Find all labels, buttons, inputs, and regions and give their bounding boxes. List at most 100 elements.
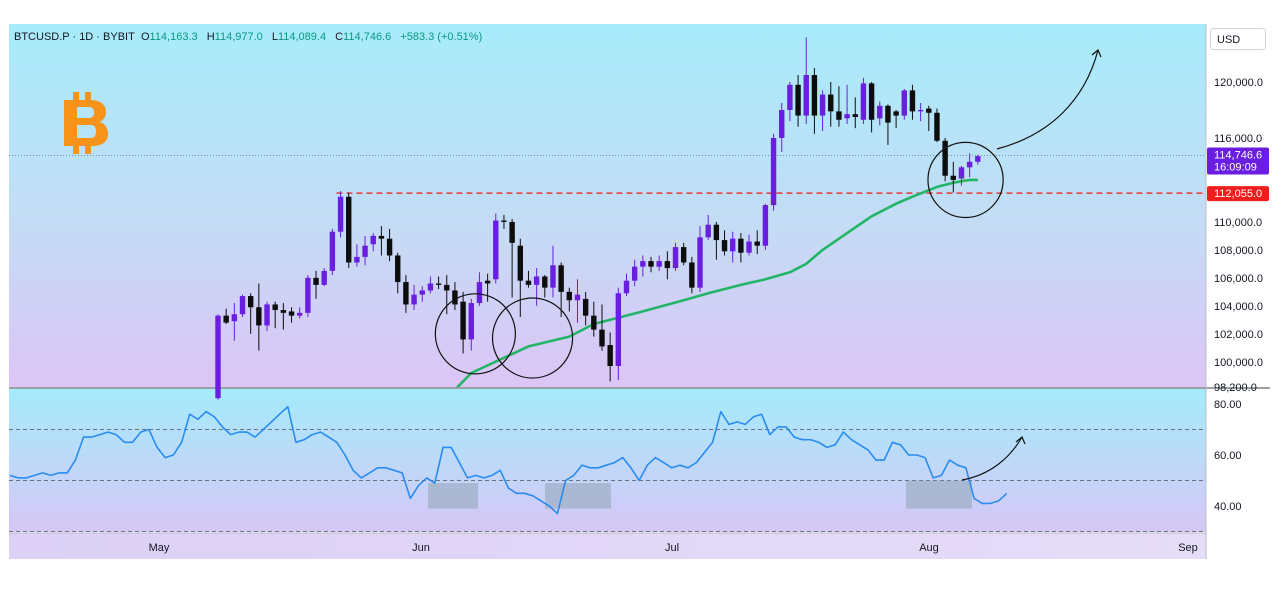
- price-axis[interactable]: 98,200.0 100,000.0 102,000.0 104,000.0 106,0…: [1214, 77, 1263, 394]
- candle-body: [917, 109, 924, 112]
- candle-body: [893, 111, 899, 116]
- candle-body: [533, 276, 540, 285]
- candle-body: [460, 301, 466, 340]
- candle-body: [550, 265, 556, 288]
- candle-body: [844, 114, 850, 119]
- candle: [738, 233, 744, 263]
- candle-body: [452, 290, 458, 305]
- candle: [419, 286, 425, 302]
- candle: [787, 82, 793, 122]
- candle-body: [754, 241, 760, 246]
- candle: [509, 219, 515, 298]
- moving-average: [455, 178, 978, 387]
- candle-body: [370, 235, 376, 245]
- candle: [313, 270, 319, 299]
- candle-body: [901, 90, 907, 116]
- candle-body: [877, 105, 883, 119]
- candle-body: [256, 307, 262, 326]
- candle: [697, 226, 703, 292]
- candle-body: [354, 256, 360, 263]
- candle: [395, 252, 401, 294]
- candle-body: [787, 84, 793, 110]
- candle: [591, 301, 597, 337]
- candle-body: [623, 280, 630, 294]
- candle: [468, 298, 474, 351]
- candle-body: [689, 262, 695, 288]
- candle-body: [607, 345, 613, 367]
- candle-body: [501, 220, 507, 222]
- candle-body: [885, 105, 891, 123]
- candle: [599, 304, 605, 351]
- candle-body: [231, 314, 238, 322]
- candle: [460, 291, 466, 354]
- candle-body: [395, 255, 401, 283]
- candle-body: [378, 235, 385, 239]
- price-badges: 114,746.616:09:09 112,055.0: [1207, 147, 1269, 202]
- time-axis[interactable]: May Jun Jul Aug Sep: [149, 542, 1198, 554]
- candle-body: [566, 291, 573, 301]
- price-tick-label: 106,000.0: [1214, 273, 1263, 285]
- candle-body: [811, 75, 818, 116]
- candle-body: [239, 296, 246, 315]
- candle: [493, 213, 499, 284]
- candle-body: [705, 224, 711, 238]
- candle-body: [648, 261, 654, 267]
- candle-body: [697, 237, 703, 288]
- candle: [484, 273, 491, 302]
- candle-body: [795, 84, 801, 116]
- candle: [631, 259, 638, 287]
- chart-legend[interactable]: BTCUSD.P · 1D · BYBIT O114,163.3 H114,97…: [14, 31, 482, 43]
- candle-body: [591, 315, 597, 330]
- time-tick-label: Sep: [1178, 542, 1198, 554]
- close-value: 114,746.6: [343, 31, 392, 43]
- candle-body: [411, 294, 417, 305]
- candle-body: [819, 94, 826, 116]
- rsi-axis[interactable]: 40.00 60.00 80.00: [1214, 399, 1242, 513]
- candle-body: [280, 310, 287, 313]
- candle: [713, 221, 720, 260]
- symbol-label[interactable]: BTCUSD.P · 1D · BYBIT: [14, 31, 135, 43]
- change-value: +583.3 (+0.51%): [400, 31, 483, 43]
- countdown-text: 16:09:09: [1214, 161, 1257, 173]
- candle-body: [640, 261, 646, 267]
- time-tick-label: Jul: [665, 542, 679, 554]
- candle: [533, 268, 540, 306]
- candle-body: [770, 137, 777, 206]
- candle-body: [966, 161, 973, 168]
- currency-button[interactable]: USD: [1210, 28, 1266, 50]
- candle-body: [730, 238, 736, 252]
- annotation-arrow: [961, 436, 1023, 481]
- candle-body: [468, 303, 474, 340]
- candle: [795, 75, 801, 127]
- candle: [664, 251, 671, 280]
- candle: [770, 133, 777, 211]
- candle: [623, 273, 630, 297]
- candle: [958, 165, 965, 186]
- candle: [917, 102, 924, 122]
- candle-body: [305, 277, 311, 313]
- close-key: C: [335, 31, 344, 43]
- price-pane-background: [9, 24, 1206, 387]
- annotations: [434, 49, 1102, 481]
- candle-body: [444, 284, 450, 291]
- candle-body: [860, 83, 867, 120]
- candle-body: [909, 90, 916, 112]
- candle-body: [615, 293, 622, 367]
- candle: [640, 255, 646, 277]
- low-value: 114,089.4: [277, 31, 327, 43]
- support-price-text: 112,055.0: [1214, 188, 1262, 200]
- price-tick-label: 98,200.0: [1214, 382, 1257, 394]
- candle: [868, 82, 875, 133]
- candle: [836, 86, 842, 127]
- candle-body: [656, 261, 662, 267]
- candle-body: [297, 312, 303, 316]
- candle-body: [942, 140, 948, 176]
- candle: [942, 137, 948, 182]
- annotation-circle: [434, 293, 516, 375]
- candle-body: [403, 282, 409, 305]
- candle: [386, 228, 393, 262]
- candle: [852, 97, 858, 129]
- candle-body: [746, 241, 752, 253]
